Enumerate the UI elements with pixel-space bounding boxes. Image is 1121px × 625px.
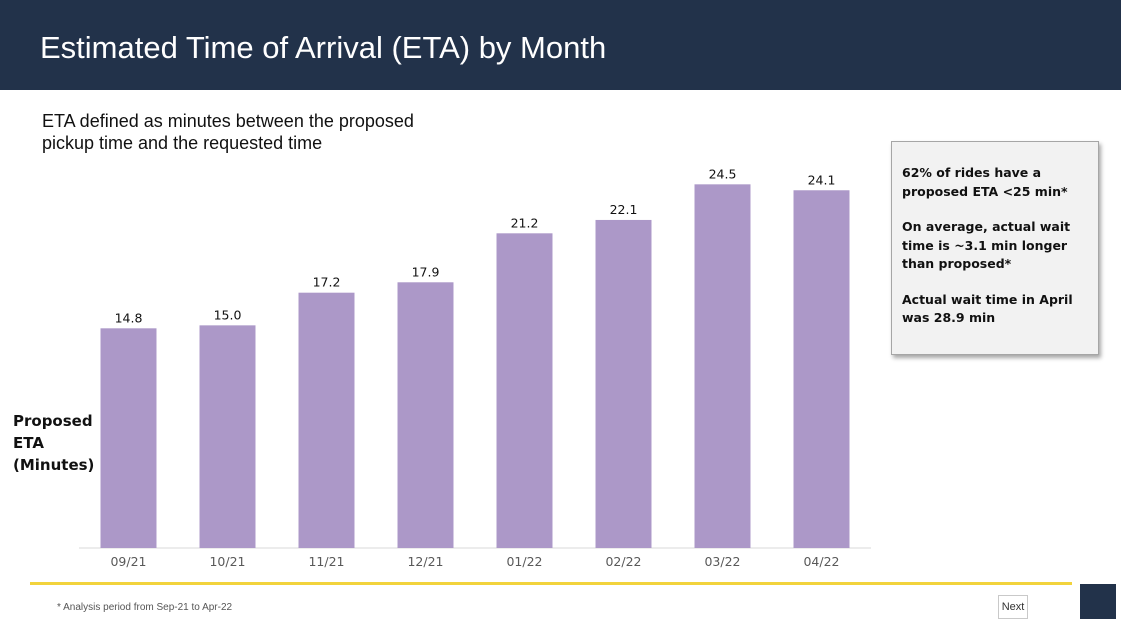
data-label-02-22: 22.1	[610, 202, 638, 217]
y-axis-label-line-2: ETA	[13, 434, 44, 452]
x-tick-label-04-22: 04/22	[803, 554, 839, 569]
bar-09-21	[100, 328, 157, 548]
y-axis-label-line-3: (Minutes)	[13, 456, 95, 474]
next-button[interactable]: Next	[998, 595, 1028, 619]
data-label-01-22: 21.2	[511, 215, 539, 230]
bar-01-22	[496, 233, 553, 548]
callout-april-wait: Actual wait time in April was 28.9 min	[902, 291, 1073, 326]
data-label-04-22: 24.1	[808, 172, 836, 187]
header-bar: Estimated Time of Arrival (ETA) by Month	[0, 0, 1121, 90]
data-label-03-22: 24.5	[709, 166, 737, 181]
callout-rides-under-25: 62% of rides have a proposed ETA <25 min…	[902, 165, 1068, 199]
data-label-11-21: 17.2	[313, 275, 341, 290]
x-tick-label-10-21: 10/21	[209, 554, 245, 569]
bar-12-21	[397, 282, 454, 548]
page-title: Estimated Time of Arrival (ETA) by Month	[40, 30, 607, 65]
bar-02-22	[595, 219, 652, 548]
x-tick-label-03-22: 03/22	[704, 554, 740, 569]
x-tick-label-09-21: 09/21	[110, 554, 146, 569]
bar-10-21	[199, 325, 256, 548]
analysis-period-footnote: * Analysis period from Sep-21 to Apr-22	[57, 602, 233, 613]
footer-accent-line	[30, 582, 1072, 585]
y-axis-label-line-1: Proposed	[13, 412, 93, 430]
subtitle-line-2: pickup time and the requested time	[42, 133, 323, 153]
bar-11-21	[298, 292, 355, 548]
bar-03-22	[694, 184, 751, 548]
x-tick-label-12-21: 12/21	[407, 554, 443, 569]
chart-subtitle: ETA defined as minutes between the propo…	[42, 110, 462, 154]
bar-04-22	[793, 190, 850, 548]
data-label-10-21: 15.0	[214, 307, 242, 322]
callout-average-wait: On average, actual wait time is ~3.1 min…	[902, 219, 1071, 271]
data-label-09-21: 14.8	[115, 310, 143, 325]
y-axis-label: Proposed ETA (Minutes)	[13, 410, 103, 476]
x-tick-label-02-22: 02/22	[605, 554, 641, 569]
subtitle-line-1: ETA defined as minutes between the propo…	[42, 111, 414, 131]
x-tick-label-01-22: 01/22	[506, 554, 542, 569]
corner-navigation-block	[1080, 584, 1116, 619]
data-label-12-21: 17.9	[412, 264, 440, 279]
x-tick-label-11-21: 11/21	[308, 554, 344, 569]
insights-callout-box: 62% of rides have a proposed ETA <25 min…	[891, 141, 1099, 355]
